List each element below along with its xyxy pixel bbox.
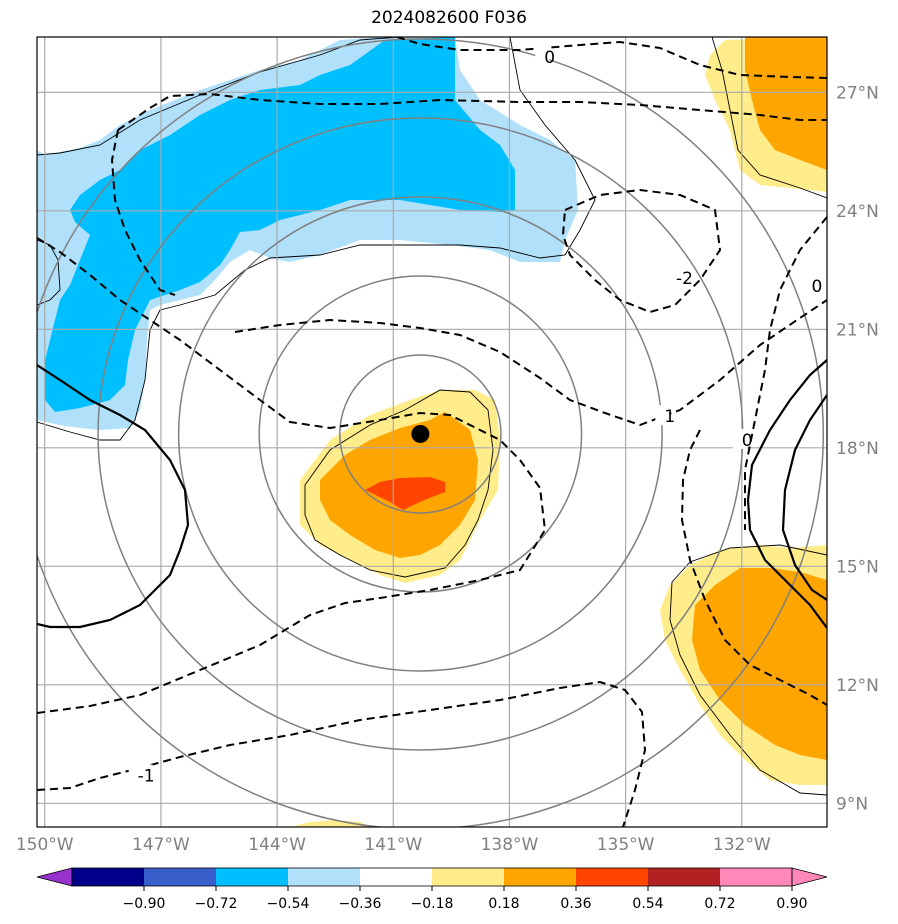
colorbar-tick-label-4: −0.18 — [411, 896, 454, 912]
plot-frame — [36, 36, 828, 828]
contour-label-0: 0 — [544, 48, 555, 68]
dashed-contour-minus-one-north — [37, 237, 547, 714]
fill-orange-se — [692, 568, 827, 760]
fill-red-center — [365, 477, 445, 510]
range-ring-5 — [37, 38, 824, 827]
colorbar-tick-label-9: 0.90 — [776, 896, 807, 912]
colorbar-bin-3 — [288, 868, 361, 886]
dashed-contour-big-nw — [117, 92, 827, 131]
colorbar-extend-high — [791, 867, 828, 887]
colorbar-tick-label-6: 0.36 — [560, 896, 591, 912]
lat-label-1: 12°N — [836, 676, 879, 696]
lat-label-3: 18°N — [836, 439, 879, 459]
colorbar-extend-low — [36, 867, 73, 887]
colorbar: −0.90 −0.72 −0.54 −0.36 −0.18 0.18 0.36 0.54 0.7… — [36, 867, 828, 912]
colorbar-bin-1 — [144, 868, 217, 886]
map-plot-area: 0 -2 0 1 0 -1 — [37, 37, 827, 827]
lon-label-0: 150°W — [16, 835, 74, 855]
solid-contour-west — [37, 364, 190, 629]
dashed-contours — [37, 37, 827, 827]
colorbar-bin-2 — [216, 868, 289, 886]
colorbar-bin-0 — [72, 868, 145, 886]
outline-center — [304, 389, 494, 578]
contour-label-bg-2 — [802, 274, 817, 295]
outline-se — [669, 544, 827, 796]
lon-label-5: 135°W — [597, 835, 655, 855]
fill-blue-core — [45, 37, 515, 412]
lat-label-0: 9°N — [836, 794, 868, 814]
colorbar-bin-8 — [648, 868, 721, 886]
colorbar-tick-label-2: −0.54 — [267, 896, 310, 912]
longitude-tick-labels: 150°W 147°W 144°W 141°W 138°W 135°W 132°W — [16, 835, 771, 855]
colorbar-tick-label-7: 0.54 — [632, 896, 663, 912]
colorbar-tick-label-8: 0.72 — [704, 896, 735, 912]
dashed-contour-mid-east — [680, 429, 827, 706]
contour-label-bg-4 — [732, 428, 747, 449]
contour-label-3: 1 — [664, 407, 675, 427]
latitude-tick-labels: 9°N 12°N 15°N 18°N 21°N 24°N 27°N — [836, 83, 879, 814]
dashed-contour-minus-two — [561, 188, 722, 314]
lon-label-3: 141°W — [364, 835, 422, 855]
range-rings — [37, 38, 824, 827]
fill-orange-ne — [745, 37, 827, 170]
lon-label-1: 147°W — [132, 835, 190, 855]
colorbar-bin-5 — [432, 868, 505, 886]
lat-label-6: 27°N — [836, 83, 879, 103]
lon-label-2: 144°W — [248, 835, 306, 855]
contour-label-bg-1 — [666, 266, 691, 287]
colorbar-bin-7 — [576, 868, 649, 886]
fill-yellow-bottom — [290, 820, 370, 827]
dashed-contour-zero-top — [396, 37, 827, 79]
colorbar-tick-label-5: 0.18 — [488, 896, 519, 912]
solid-contour-east-outer — [746, 359, 827, 629]
lat-label-4: 21°N — [836, 320, 879, 340]
lon-label-4: 138°W — [481, 835, 539, 855]
lat-label-2: 15°N — [836, 557, 879, 577]
solid-contour-east-inner — [781, 394, 827, 601]
contour-label-4: 0 — [742, 431, 753, 451]
contour-label-5: -1 — [138, 767, 155, 787]
colorbar-tick-label-0: −0.90 — [123, 896, 166, 912]
colorbar-bin-9 — [720, 868, 793, 886]
colorbar-tick-label-3: −0.36 — [339, 896, 382, 912]
dashed-contour-zero-east — [744, 216, 827, 530]
lat-lon-grid — [37, 37, 827, 827]
lat-label-5: 24°N — [836, 202, 879, 222]
dashed-contour-left-arc — [110, 129, 176, 296]
contour-label-1: -2 — [676, 269, 693, 289]
colorbar-bin-4 — [360, 868, 433, 886]
contour-label-bg-0 — [535, 45, 550, 66]
outline-left-small — [37, 239, 61, 306]
contour-label-2: 0 — [812, 277, 823, 297]
range-ring-3 — [177, 196, 663, 672]
contour-labels: 0 -2 0 1 0 -1 — [128, 45, 823, 787]
colorbar-tick-label-1: −0.72 — [195, 896, 238, 912]
colorbar-bin-6 — [504, 868, 577, 886]
contour-label-bg-3 — [655, 405, 670, 426]
range-ring-1 — [339, 354, 502, 514]
contour-label-bg-5 — [128, 764, 153, 785]
solid-contours — [37, 359, 827, 629]
dashed-contour-minus-one-south — [37, 680, 647, 827]
filled-field — [37, 37, 827, 827]
map-title: 2024082600 F036 — [371, 8, 527, 28]
storm-center-marker — [411, 424, 430, 443]
dashed-contour-one — [234, 299, 827, 427]
lon-label-6: 132°W — [713, 835, 771, 855]
